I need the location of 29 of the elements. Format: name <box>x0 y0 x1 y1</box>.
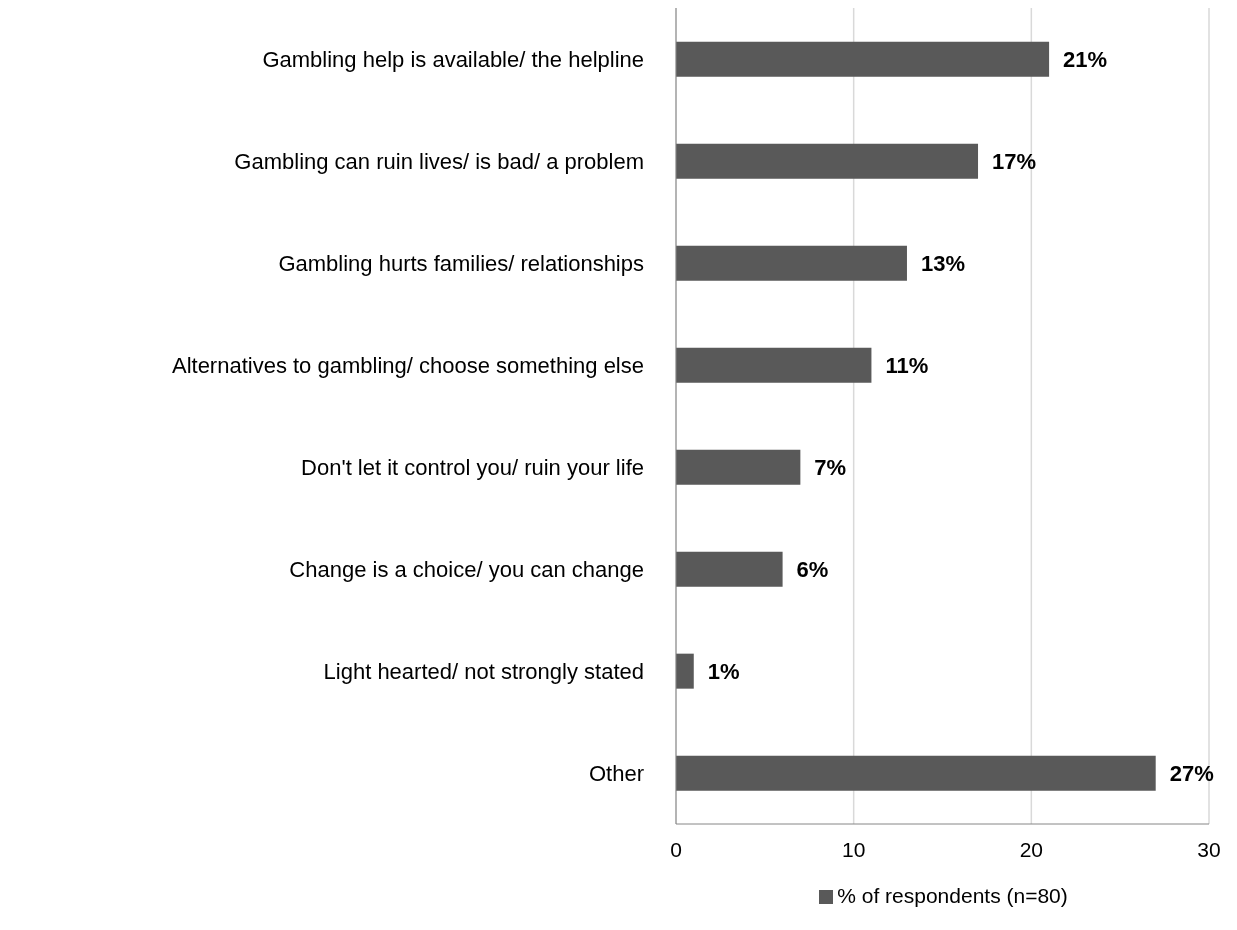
bar <box>676 755 1156 791</box>
y-tick-label: Alternatives to gambling/ choose something else <box>171 352 644 378</box>
y-tick-label: Gambling can ruin lives/ is bad/ a problem <box>234 148 644 174</box>
data-label: 11% <box>885 352 929 378</box>
x-tick-label: 10 <box>841 837 866 861</box>
bar <box>676 41 1050 77</box>
data-label: 27% <box>1169 760 1214 786</box>
x-tick-label: 0 <box>670 837 682 861</box>
data-label: 21% <box>1063 46 1108 72</box>
y-tick-label: Gambling hurts families/ relationships <box>278 250 644 276</box>
x-tick-label: 30 <box>1197 837 1221 861</box>
y-tick-label: Don't let it control you/ ruin your life <box>301 454 644 480</box>
y-tick-label: Change is a choice/ you can change <box>289 556 644 582</box>
y-tick-label: Other <box>588 760 644 786</box>
legend-label: % of respondents (n=80) <box>837 884 1068 907</box>
bar <box>676 143 979 179</box>
data-label: 1% <box>707 658 740 684</box>
y-tick-label: Light hearted/ not strongly stated <box>323 658 644 684</box>
bar <box>676 245 907 281</box>
bar <box>676 551 783 587</box>
y-tick-label: Gambling help is available/ the helpline <box>262 46 644 72</box>
data-label: 7% <box>814 454 847 480</box>
bar <box>676 653 694 689</box>
data-label: 6% <box>796 556 829 582</box>
data-label: 17% <box>992 148 1037 174</box>
x-tick-label: 20 <box>1019 837 1044 861</box>
data-label: 13% <box>920 250 966 276</box>
bar <box>676 347 872 383</box>
bar <box>676 449 801 485</box>
